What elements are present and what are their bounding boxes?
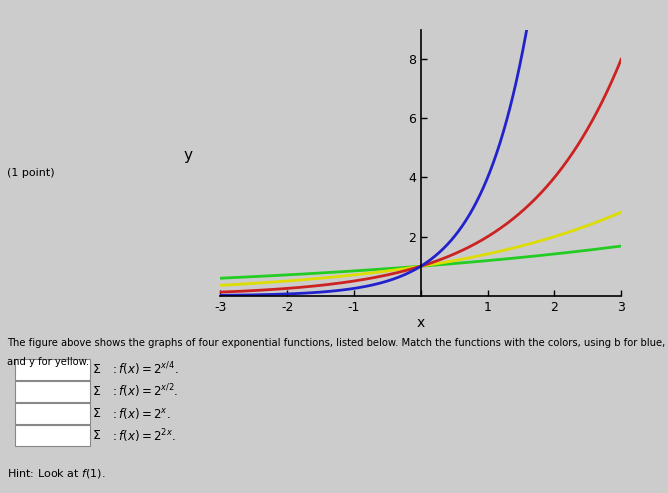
Text: Hint: Look at $f(1)$.: Hint: Look at $f(1)$.: [7, 467, 106, 480]
Text: $\Sigma$: $\Sigma$: [92, 363, 102, 376]
Text: (1 point): (1 point): [7, 168, 54, 177]
Text: $: f(x) = 2^{x}.$: $: f(x) = 2^{x}.$: [110, 406, 171, 421]
X-axis label: x: x: [417, 317, 425, 330]
Text: $\Sigma$: $\Sigma$: [92, 407, 102, 420]
Text: $: f(x) = 2^{2x}.$: $: f(x) = 2^{2x}.$: [110, 427, 176, 445]
Y-axis label: y: y: [184, 148, 193, 163]
Text: $: f(x) = 2^{x/2}.$: $: f(x) = 2^{x/2}.$: [110, 383, 178, 400]
Text: The figure above shows the graphs of four exponential functions, listed below. M: The figure above shows the graphs of fou…: [7, 338, 668, 348]
Text: $: f(x) = 2^{x/4}.$: $: f(x) = 2^{x/4}.$: [110, 360, 179, 378]
Text: and y for yellow.: and y for yellow.: [7, 357, 89, 367]
Text: $\Sigma$: $\Sigma$: [92, 429, 102, 442]
Text: $\Sigma$: $\Sigma$: [92, 385, 102, 398]
